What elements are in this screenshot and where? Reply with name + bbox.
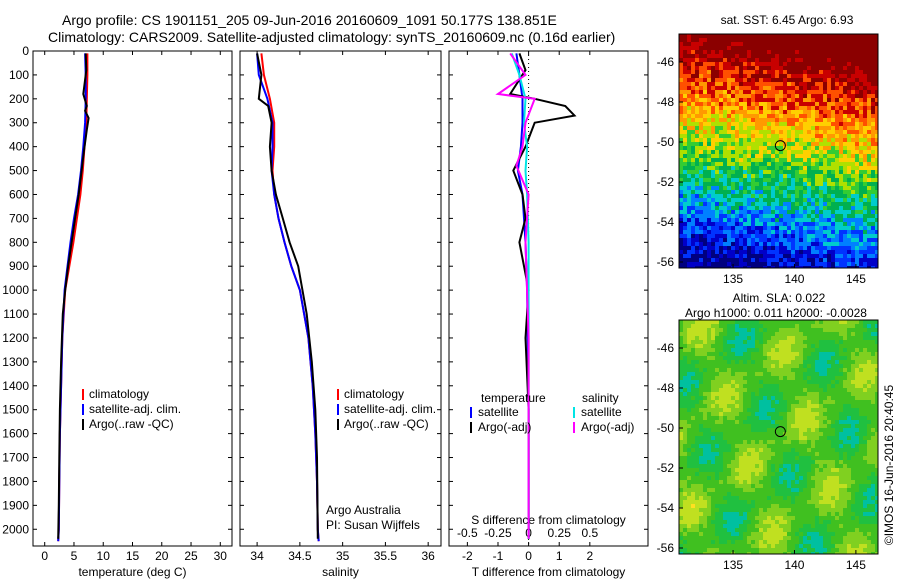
depth-tick-label: 1700 [2,451,29,465]
figure-title-line1: Argo profile: CS 1901151_205 09-Jun-2016… [62,12,557,28]
temperature-xtick-label: 20 [155,549,169,563]
sla_map-xtick-label: 140 [784,558,804,572]
sst_map-ytick-label: -48 [657,95,675,109]
difference-plot-frame [448,50,649,547]
depth-tick-label: 1600 [2,427,29,441]
depth-tick-label: 800 [9,235,29,249]
difference-xtick-label: -2 [462,549,473,563]
sla_map-xtick-label: 145 [846,558,866,572]
temperature-xtick-label: 5 [71,549,78,563]
temperature-legend-label: climatology [89,387,149,401]
sst_map-float-marker [774,140,786,152]
temperature-xtick-label: 0 [41,549,48,563]
depth-tick-label: 400 [9,140,29,154]
sst_map-image [679,34,878,268]
difference-xtick-label: 2 [586,549,593,563]
sst_map-ytick-label: -56 [657,255,675,269]
legend-temperature-title: temperature [481,391,546,405]
salinity-diff-axis-label: S difference from climatology [471,513,626,527]
sla_map-float-marker [774,426,786,438]
salinity-xtick-label: 34.5 [288,549,312,563]
sst-map-title: sat. SST: 6.45 Argo: 6.93 [721,13,854,27]
sst_map-xtick-label: 135 [723,272,743,286]
salinity-xtick-label: 36 [421,549,435,563]
temperature-xtick-label: 15 [126,549,140,563]
sla_map-ytick-label: -46 [657,341,675,355]
salinity-legend-label: Argo(..raw -QC) [344,417,429,431]
sla_map-xtick-label: 135 [723,558,743,572]
temperature-xtick-label: 30 [214,549,228,563]
salinity-series-line [256,53,319,539]
salinity-xtick-label: 35.5 [374,549,398,563]
depth-tick-label: 500 [9,164,29,178]
depth-tick-label: 100 [9,68,29,82]
legend-temperature-label: Argo(-adj) [478,420,531,434]
depth-tick-label: 300 [9,116,29,130]
salinity-legend-label: satellite-adj. clim. [344,402,436,416]
sla-map-subtitle: Argo h1000: 0.011 h2000: -0.0028 [685,306,867,320]
figure-title-line2: Climatology: CARS2009. Satellite-adjuste… [48,29,616,45]
sst_map-ytick-label: -54 [657,215,675,229]
sla-map-title: Altim. SLA: 0.022 [733,291,826,305]
sst_map-ytick-label: -50 [657,135,675,149]
sla_map-ytick-label: -56 [657,541,675,555]
sla_map-ytick-label: -54 [657,501,675,515]
depth-tick-label: 1300 [2,355,29,369]
temperature-legend-label: Argo(..raw -QC) [89,417,174,431]
sst_map-xtick-label: 145 [846,272,866,286]
temperature-xlabel: temperature (deg C) [78,565,186,579]
sst_map-ytick-label: -52 [657,175,675,189]
depth-tick-label: 1800 [2,474,29,488]
difference-series-line [495,52,537,539]
temperature-legend-label: satellite-adj. clim. [89,402,181,416]
salinity-plot-frame [239,50,442,547]
salinity-xtick-label: 35 [336,549,350,563]
depth-tick-label: 1100 [3,307,29,321]
difference-xtick-label: 1 [556,549,563,563]
depth-tick-label: 700 [9,211,29,225]
legend-temperature-label: satellite [478,405,519,419]
depth-tick-label: 600 [9,187,29,201]
salinity-diff-tick-label: 0.25 [548,526,572,540]
difference-xtick-label: -1 [493,549,504,563]
sst_map-ytick-label: -46 [657,55,675,69]
salinity-diff-tick-label: 0.5 [581,526,598,540]
difference-xtick-label: 0 [525,549,532,563]
depth-tick-label: 900 [9,259,29,273]
sla_map-image [679,320,878,554]
sst_map-frame [678,33,879,269]
temperature-series-line [57,53,90,539]
temperature-xtick-label: 25 [184,549,198,563]
sst_map-xtick-label: 140 [784,272,804,286]
temperature-plot-frame [32,50,233,547]
legend-salinity-label: satellite [581,405,622,419]
depth-tick-label: 1900 [2,498,29,512]
salinity-diff-tick-label: -0.25 [484,526,512,540]
imos-watermark: ©IMOS 16-Jun-2016 20:40:45 [882,385,896,546]
depth-tick-label: 0 [22,44,29,58]
depth-tick-label: 1400 [2,379,29,393]
legend-salinity-title: salinity [582,391,619,405]
depth-tick-label: 1500 [2,403,29,417]
salinity-xlabel: salinity [322,565,359,579]
depth-tick-label: 1200 [2,331,29,345]
depth-tick-label: 200 [9,92,29,106]
temperature-xtick-label: 10 [97,549,111,563]
depth-tick-label: 2000 [2,522,29,536]
sla_map-ytick-label: -52 [657,461,675,475]
salinity-xtick-label: 34 [250,549,264,563]
difference-xlabel: T difference from climatology [472,565,626,579]
credit-annotation: PI: Susan Wijffels [326,518,420,532]
sla_map-ytick-label: -48 [657,381,675,395]
salinity-legend-label: climatology [344,387,404,401]
salinity-diff-tick-label: -0.5 [457,526,478,540]
sla_map-ytick-label: -50 [657,421,675,435]
sla_map-frame [678,319,879,555]
legend-salinity-label: Argo(-adj) [581,420,634,434]
depth-tick-label: 1000 [2,283,29,297]
credit-annotation: Argo Australia [326,503,401,517]
